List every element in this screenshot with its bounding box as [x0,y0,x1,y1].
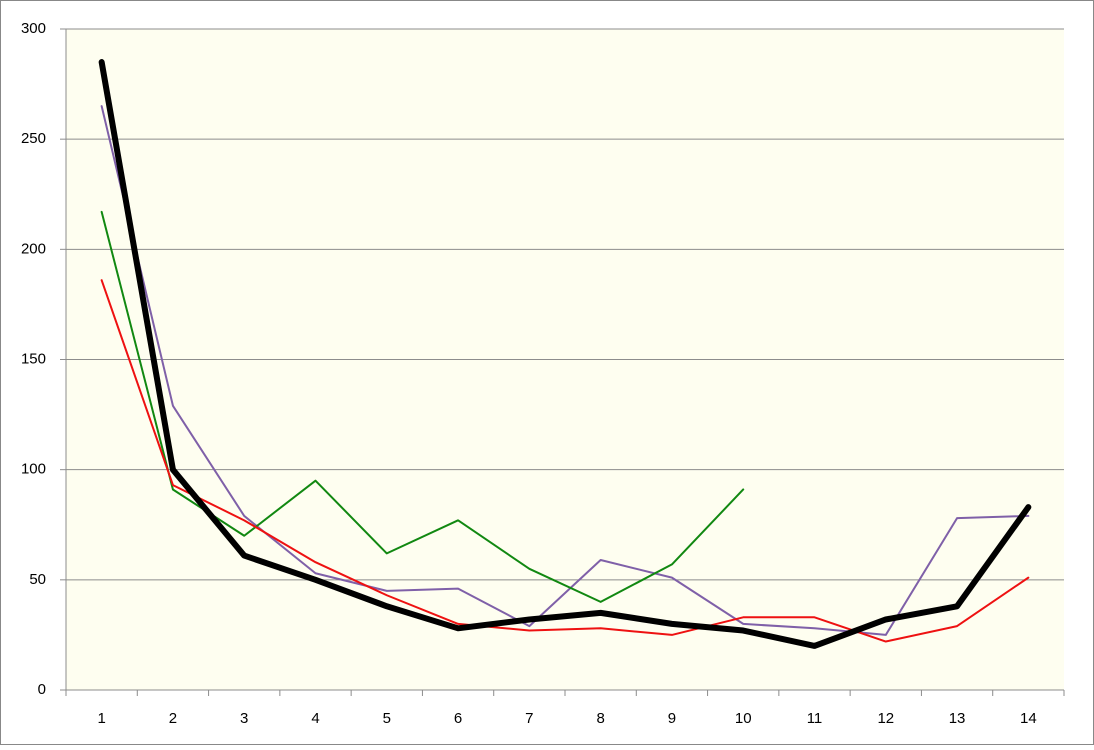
series-line [100,279,1030,643]
x-tick-label: 7 [525,710,533,727]
y-tick-label: 100 [21,461,46,478]
x-tick-label: 5 [383,710,391,727]
series-line [98,59,1032,649]
y-tick-label: 250 [21,130,46,147]
x-tick-label: 14 [1020,710,1037,727]
x-tick-label: 2 [169,710,177,727]
y-tick-label: 50 [29,571,46,588]
y-tick-label: 200 [21,240,46,257]
x-tick-label: 1 [97,710,105,727]
x-tick-label: 9 [668,710,676,727]
x-tick-label: 8 [596,710,604,727]
x-tick-label: 13 [949,710,966,727]
x-tick-label: 10 [735,710,752,727]
x-tick-label: 6 [454,710,462,727]
y-tick-label: 0 [38,681,46,698]
y-tick-label: 150 [21,350,46,367]
x-tick-label: 12 [877,710,894,727]
x-tick-label: 3 [240,710,248,727]
x-tick-label: 4 [311,710,319,727]
y-tick-label: 300 [21,20,46,37]
x-tick-label: 11 [807,710,823,727]
